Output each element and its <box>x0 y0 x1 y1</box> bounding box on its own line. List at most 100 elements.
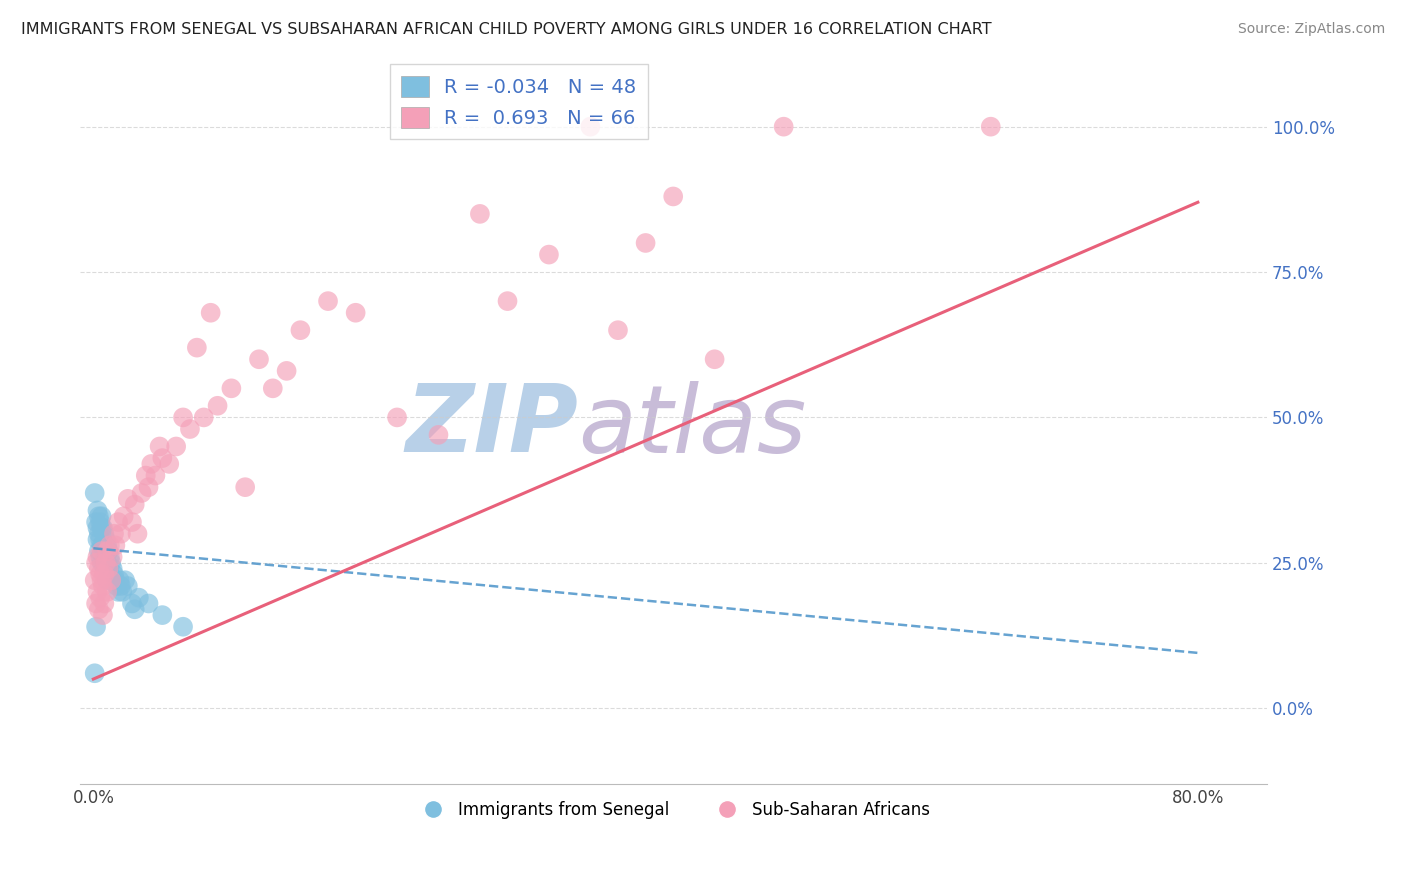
Point <box>96 573 118 587</box>
Point <box>703 352 725 367</box>
Text: ZIP: ZIP <box>405 380 578 472</box>
Point <box>101 561 124 575</box>
Point <box>97 561 120 575</box>
Point <box>89 515 111 529</box>
Point <box>97 561 120 575</box>
Point <box>100 556 122 570</box>
Point <box>193 410 215 425</box>
Point <box>124 498 146 512</box>
Point <box>165 440 187 454</box>
Point <box>121 515 143 529</box>
Point <box>114 573 136 587</box>
Point <box>468 207 491 221</box>
Point <box>662 189 685 203</box>
Point <box>233 480 256 494</box>
Point <box>101 549 124 564</box>
Point <box>138 597 160 611</box>
Point <box>150 451 173 466</box>
Point <box>186 341 208 355</box>
Point <box>87 602 110 616</box>
Point <box>96 538 118 552</box>
Point <box>93 544 115 558</box>
Point <box>108 573 131 587</box>
Point <box>149 440 172 454</box>
Point <box>91 521 114 535</box>
Point <box>86 585 108 599</box>
Point <box>100 573 122 587</box>
Point <box>94 549 117 564</box>
Point <box>135 468 157 483</box>
Point <box>121 597 143 611</box>
Point <box>128 591 150 605</box>
Point <box>93 526 115 541</box>
Point <box>98 549 121 564</box>
Point <box>537 247 560 261</box>
Point <box>634 235 657 250</box>
Point <box>117 579 139 593</box>
Point <box>103 567 125 582</box>
Point <box>316 294 339 309</box>
Point <box>89 533 111 547</box>
Point <box>385 410 408 425</box>
Point <box>103 526 125 541</box>
Point <box>207 399 229 413</box>
Point <box>83 666 105 681</box>
Point <box>83 573 105 587</box>
Point <box>90 538 112 552</box>
Point <box>89 549 111 564</box>
Point <box>90 573 112 587</box>
Point <box>93 597 115 611</box>
Point <box>96 544 118 558</box>
Point <box>124 602 146 616</box>
Point <box>179 422 201 436</box>
Point <box>980 120 1002 134</box>
Text: atlas: atlas <box>578 381 807 472</box>
Point <box>90 544 112 558</box>
Point <box>87 561 110 575</box>
Point <box>607 323 630 337</box>
Point <box>157 457 180 471</box>
Point <box>91 538 114 552</box>
Point <box>150 608 173 623</box>
Point <box>110 579 132 593</box>
Point <box>172 620 194 634</box>
Point <box>290 323 312 337</box>
Point <box>94 556 117 570</box>
Point <box>98 567 121 582</box>
Point <box>427 427 450 442</box>
Point <box>84 515 107 529</box>
Point <box>172 410 194 425</box>
Point <box>98 538 121 552</box>
Point <box>91 556 114 570</box>
Point <box>84 556 107 570</box>
Point <box>141 457 163 471</box>
Point <box>89 591 111 605</box>
Point <box>86 503 108 517</box>
Point <box>221 381 243 395</box>
Text: Source: ZipAtlas.com: Source: ZipAtlas.com <box>1237 22 1385 37</box>
Point <box>111 585 134 599</box>
Point <box>112 509 135 524</box>
Point <box>86 549 108 564</box>
Point <box>84 597 107 611</box>
Point <box>105 579 128 593</box>
Point <box>276 364 298 378</box>
Point <box>90 556 112 570</box>
Point <box>110 526 132 541</box>
Point <box>117 491 139 506</box>
Point <box>93 567 115 582</box>
Point <box>91 608 114 623</box>
Point <box>579 120 602 134</box>
Legend: Immigrants from Senegal, Sub-Saharan Africans: Immigrants from Senegal, Sub-Saharan Afr… <box>409 794 936 825</box>
Point <box>97 544 120 558</box>
Point <box>94 533 117 547</box>
Point <box>86 521 108 535</box>
Point <box>90 509 112 524</box>
Point <box>96 556 118 570</box>
Point <box>247 352 270 367</box>
Text: IMMIGRANTS FROM SENEGAL VS SUBSAHARAN AFRICAN CHILD POVERTY AMONG GIRLS UNDER 16: IMMIGRANTS FROM SENEGAL VS SUBSAHARAN AF… <box>21 22 991 37</box>
Point <box>104 538 127 552</box>
Point <box>107 585 129 599</box>
Point <box>145 468 167 483</box>
Point <box>138 480 160 494</box>
